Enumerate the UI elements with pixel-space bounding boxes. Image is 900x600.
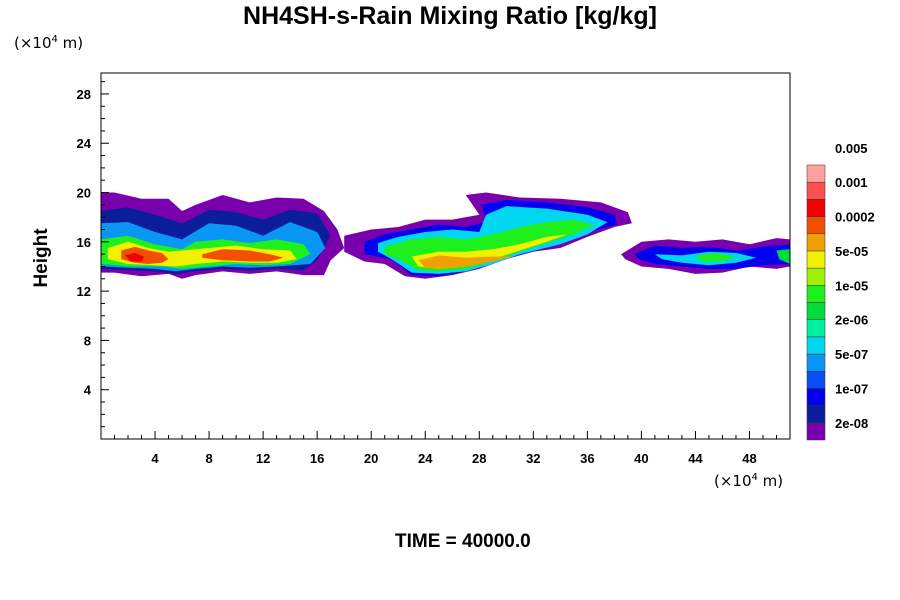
colorbar-swatch bbox=[806, 233, 826, 252]
colorbar-label: 1e-07 bbox=[835, 381, 868, 396]
colorbar-swatch bbox=[806, 199, 826, 217]
colorbar-label: 1e-05 bbox=[835, 278, 868, 293]
x-tick-label: 48 bbox=[742, 451, 756, 466]
cloud-contour-18 bbox=[776, 249, 790, 264]
y-tick-label: 24 bbox=[77, 136, 92, 151]
y-unit-exponent: 4 bbox=[51, 34, 58, 45]
colorbar-swatch bbox=[806, 371, 826, 389]
cloud-contour-13 bbox=[418, 255, 513, 269]
x-tick-label: 36 bbox=[580, 451, 594, 466]
y-tick-label: 28 bbox=[77, 87, 91, 102]
time-label: TIME = 40000.0 bbox=[395, 531, 531, 552]
colorbar-swatch bbox=[806, 302, 826, 320]
colorbar-swatch bbox=[806, 216, 826, 234]
colorbar-label: 2e-08 bbox=[835, 416, 868, 431]
x-axis-unit: (×104 m) bbox=[714, 472, 783, 490]
x-tick-label: 44 bbox=[688, 451, 703, 466]
y-tick-label: 16 bbox=[77, 235, 91, 250]
colorbar-label: 2e-06 bbox=[835, 313, 868, 328]
y-tick-label: 8 bbox=[84, 333, 91, 348]
x-tick-label: 12 bbox=[256, 451, 270, 466]
y-tick-label: 20 bbox=[77, 186, 91, 201]
y-axis-ticks: 4 8 12 16 20 24 28 bbox=[77, 81, 109, 428]
cloud-contour-6 bbox=[202, 249, 284, 262]
x-unit-prefix: (×10 bbox=[714, 472, 752, 490]
x-tick-label: 24 bbox=[418, 451, 433, 466]
x-axis-ticks: 4 8 12 16 20 24 28 32 36 40 44 48 bbox=[114, 431, 777, 466]
colorbar-swatch bbox=[806, 319, 826, 338]
colorbar: 2e-08 1e-07 5e-07 2e-06 1e-05 5e-05 0.0002 0.00… bbox=[806, 141, 875, 441]
y-axis-unit: (×104 m) bbox=[14, 34, 83, 52]
cloud-contour-7 bbox=[125, 252, 145, 262]
x-tick-label: 32 bbox=[526, 451, 540, 466]
colorbar-swatch bbox=[806, 405, 826, 424]
y-tick-label: 12 bbox=[77, 284, 91, 299]
colorbar-swatch bbox=[806, 422, 826, 441]
colorbar-label: 5e-05 bbox=[835, 244, 868, 259]
x-tick-label: 8 bbox=[205, 451, 212, 466]
x-tick-label: 16 bbox=[310, 451, 324, 466]
colorbar-swatch bbox=[806, 267, 826, 286]
y-tick-label: 4 bbox=[84, 383, 92, 398]
x-tick-label: 40 bbox=[634, 451, 648, 466]
colorbar-label: 5e-07 bbox=[835, 347, 868, 362]
x-tick-label: 4 bbox=[151, 451, 159, 466]
colorbar-label: 0.001 bbox=[835, 175, 868, 190]
y-unit-suffix: m) bbox=[57, 34, 84, 52]
x-tick-label: 28 bbox=[472, 451, 486, 466]
colorbar-label: 0.0002 bbox=[835, 210, 875, 225]
colorbar-swatch bbox=[806, 388, 826, 406]
cloud-contours bbox=[101, 192, 790, 279]
colorbar-swatch bbox=[806, 285, 826, 303]
y-unit-prefix: (×10 bbox=[14, 34, 52, 52]
cloud-contour-17 bbox=[695, 252, 736, 262]
x-unit-exponent: 4 bbox=[751, 472, 758, 483]
chart-title: NH4SH-s-Rain Mixing Ratio [kg/kg] bbox=[243, 2, 657, 30]
x-unit-suffix: m) bbox=[757, 472, 784, 490]
colorbar-swatch bbox=[806, 164, 826, 183]
colorbar-swatch bbox=[806, 336, 826, 355]
plot-frame bbox=[100, 72, 791, 440]
colorbar-swatch bbox=[806, 353, 826, 372]
colorbar-swatch bbox=[806, 250, 826, 269]
x-tick-label: 20 bbox=[364, 451, 378, 466]
colorbar-swatch bbox=[806, 181, 826, 200]
colorbar-label: 0.005 bbox=[835, 141, 868, 156]
